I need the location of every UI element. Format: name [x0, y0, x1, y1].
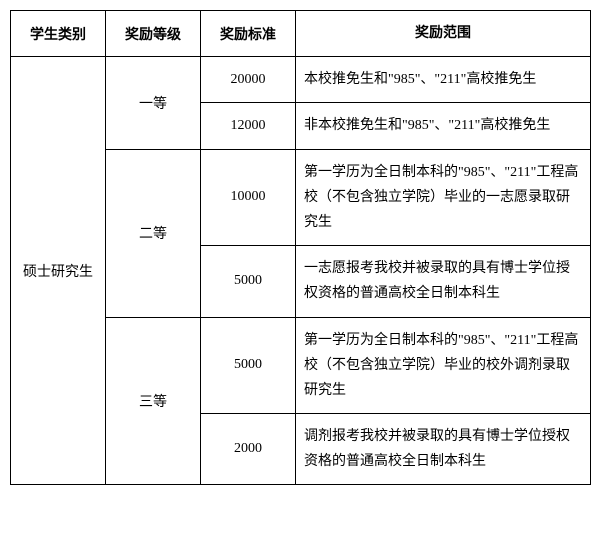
header-category: 学生类别 [11, 11, 106, 57]
cell-level: 二等 [106, 149, 201, 317]
cell-scope: 调剂报考我校并被录取的具有博士学位授权资格的普通高校全日制本科生 [296, 414, 591, 485]
header-scope: 奖励范围 [296, 11, 591, 57]
header-level: 奖励等级 [106, 11, 201, 57]
cell-scope: 一志愿报考我校并被录取的具有博士学位授权资格的普通高校全日制本科生 [296, 246, 591, 317]
cell-standard: 2000 [201, 414, 296, 485]
cell-scope: 第一学历为全日制本科的"985"、"211"工程高校（不包含独立学院）毕业的一志… [296, 149, 591, 246]
header-standard: 奖励标准 [201, 11, 296, 57]
cell-standard: 12000 [201, 103, 296, 149]
cell-category: 硕士研究生 [11, 57, 106, 485]
cell-standard: 20000 [201, 57, 296, 103]
cell-standard: 5000 [201, 317, 296, 414]
table-header-row: 学生类别 奖励等级 奖励标准 奖励范围 [11, 11, 591, 57]
cell-scope: 非本校推免生和"985"、"211"高校推免生 [296, 103, 591, 149]
cell-scope: 第一学历为全日制本科的"985"、"211"工程高校（不包含独立学院）毕业的校外… [296, 317, 591, 414]
cell-level: 三等 [106, 317, 201, 485]
table-row: 硕士研究生 一等 20000 本校推免生和"985"、"211"高校推免生 [11, 57, 591, 103]
cell-scope: 本校推免生和"985"、"211"高校推免生 [296, 57, 591, 103]
cell-standard: 5000 [201, 246, 296, 317]
cell-standard: 10000 [201, 149, 296, 246]
scholarship-table: 学生类别 奖励等级 奖励标准 奖励范围 硕士研究生 一等 20000 本校推免生… [10, 10, 591, 485]
cell-level: 一等 [106, 57, 201, 149]
